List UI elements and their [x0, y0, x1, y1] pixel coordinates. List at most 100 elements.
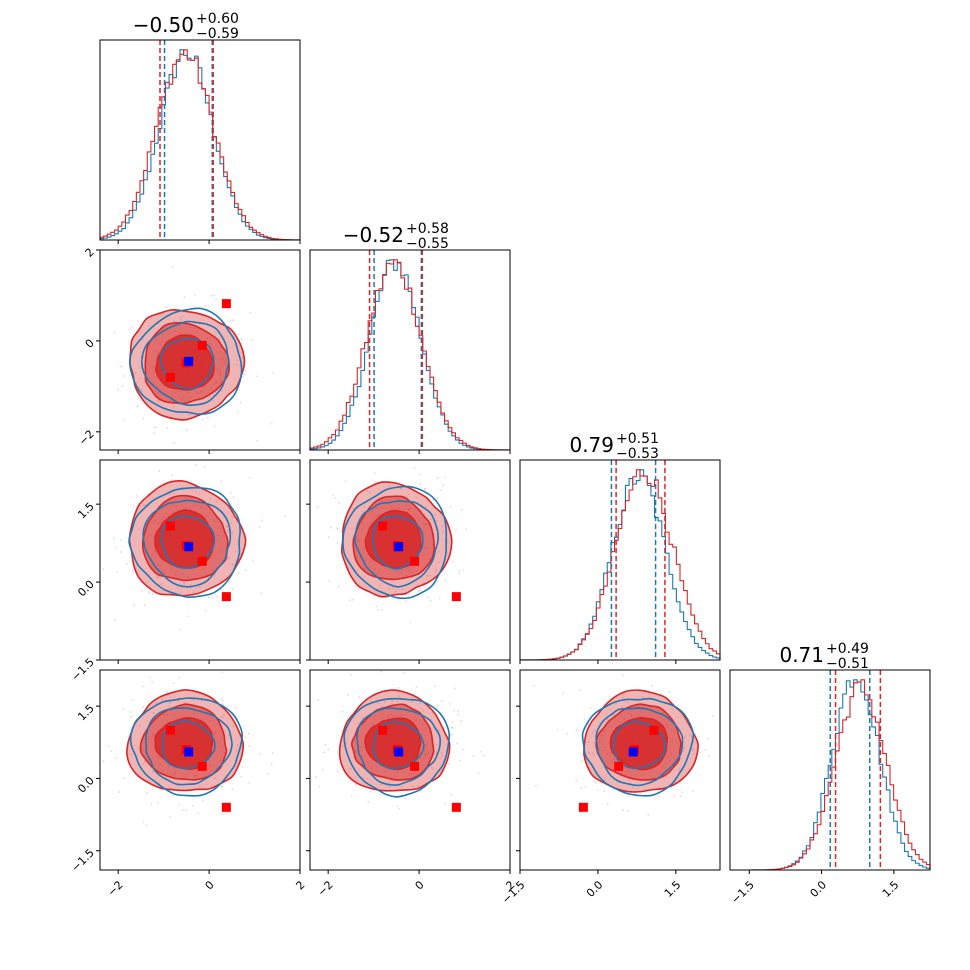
sample-point [221, 699, 224, 702]
sample-point [227, 737, 230, 739]
sample-point [358, 696, 361, 699]
sample-point [419, 483, 422, 486]
sample-point [192, 591, 195, 594]
sample-point [241, 375, 244, 378]
sample-point [651, 684, 654, 687]
panel-frame [309, 669, 511, 871]
sample-point [212, 399, 214, 402]
sample-point [188, 413, 190, 416]
sample-point [442, 484, 445, 487]
sample-point [134, 372, 137, 374]
sample-point [231, 563, 234, 566]
sample-point [580, 786, 582, 789]
sample-point [575, 728, 578, 731]
truth-marker-blue [184, 542, 194, 552]
sample-point [323, 751, 326, 754]
sample-point [429, 599, 432, 602]
sample-point [449, 505, 452, 508]
sample-point [137, 320, 139, 322]
truth-marker-red [451, 592, 461, 602]
truth-marker-red [197, 556, 207, 566]
sample-point [235, 550, 237, 553]
sample-point [401, 588, 404, 590]
sample-point [161, 699, 164, 701]
sample-point [168, 705, 171, 708]
truth-marker-red [614, 761, 624, 771]
sample-point [692, 790, 694, 793]
sample-point [184, 701, 186, 704]
sample-point [192, 699, 195, 701]
sample-point [441, 754, 444, 757]
sample-point [147, 590, 150, 593]
sample-point [434, 570, 437, 573]
sample-point [477, 772, 480, 774]
sample-point [240, 338, 243, 340]
sample-point [155, 702, 158, 704]
sample-point [181, 315, 184, 318]
sample-point [367, 800, 370, 803]
histogram-step-red [309, 259, 511, 451]
sample-point [221, 389, 224, 392]
sample-point [324, 743, 327, 746]
sample-point [597, 789, 599, 792]
sample-point [195, 464, 198, 466]
sample-point [641, 696, 644, 698]
truth-marker-blue [628, 747, 638, 757]
sample-point [464, 528, 467, 530]
y-tick-label: −2 [76, 427, 97, 448]
sample-point [158, 400, 161, 403]
sample-point [435, 519, 438, 522]
sample-point [613, 713, 616, 716]
sample-point [173, 492, 176, 495]
sample-point [712, 715, 714, 718]
sample-point [126, 562, 128, 565]
sample-point [237, 772, 240, 775]
sample-point [621, 696, 624, 699]
sample-point [407, 493, 410, 496]
truth-marker-red [221, 299, 231, 309]
sample-point [405, 600, 408, 603]
sample-point [396, 700, 399, 703]
sample-point [231, 788, 234, 791]
marginal-title-minus: −0.53 [616, 446, 659, 462]
sample-point [212, 596, 215, 599]
sample-point [244, 568, 247, 571]
joint-panel-content [102, 671, 274, 827]
sample-point [479, 750, 482, 753]
x-tick-label: 0.0 [584, 878, 606, 900]
sample-point [341, 710, 344, 713]
sample-point [657, 795, 660, 797]
sample-point [458, 569, 461, 572]
sample-point [455, 742, 458, 745]
sample-point [235, 749, 238, 752]
sample-point [210, 294, 213, 297]
joint-panel-4-1 [99, 669, 301, 871]
sample-point [391, 587, 393, 589]
truth-marker-blue [394, 747, 404, 757]
marginal-title-plus: +0.60 [196, 11, 239, 27]
sample-point [110, 750, 113, 752]
sample-point [232, 725, 235, 727]
sample-point [457, 713, 460, 716]
sample-point [284, 515, 287, 518]
sample-point [221, 785, 223, 788]
sample-point [459, 759, 461, 762]
sample-point [363, 506, 366, 509]
joint-panel-content [315, 670, 485, 812]
contour-blue [343, 697, 451, 798]
sample-point [627, 701, 630, 704]
sample-point [361, 716, 364, 719]
sample-point [377, 702, 380, 705]
truth-marker-red [378, 725, 388, 735]
sample-point [436, 497, 439, 500]
sample-point [221, 697, 223, 700]
sample-point [593, 754, 595, 757]
sample-point [398, 807, 401, 810]
sample-point [117, 388, 120, 391]
sample-point [241, 766, 244, 768]
sample-point [115, 546, 118, 549]
sample-point [161, 582, 164, 585]
sample-point [593, 741, 595, 744]
sample-point [122, 708, 125, 711]
sample-point [436, 477, 439, 480]
